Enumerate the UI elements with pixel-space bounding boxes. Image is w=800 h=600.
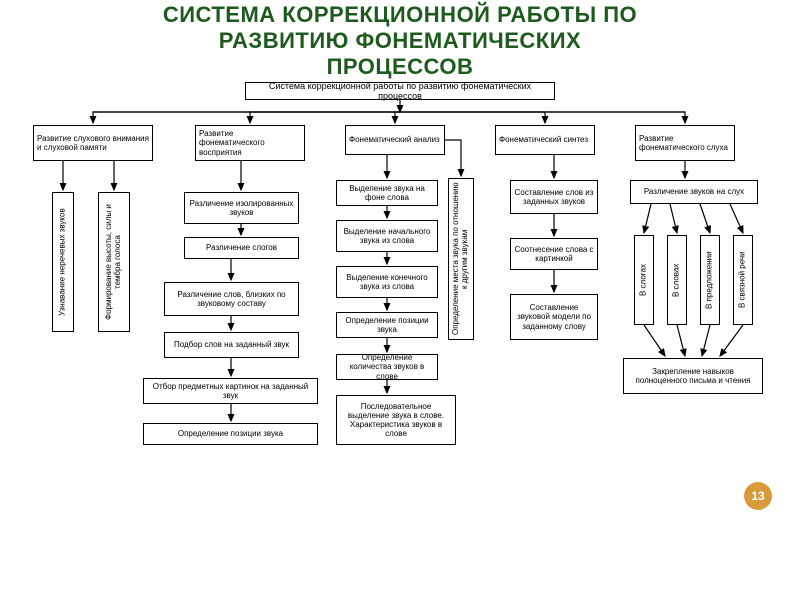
col2-item-f: Определение позиции звука (143, 423, 318, 445)
col2-item-e: Отбор предметных картинок на заданный зв… (143, 378, 318, 404)
col2-header: Развитие фонематического восприятия (195, 125, 305, 161)
col5-header: Развитие фонематического слуха (635, 125, 735, 161)
title-l3: ПРОЦЕССОВ (40, 54, 760, 80)
col3-item-f: Последовательное выделение звука в слове… (336, 395, 456, 445)
col5-item-e: В связной речи (733, 235, 753, 325)
title-l1: СИСТЕМА КОРРЕКЦИОННОЙ РАБОТЫ ПО (40, 2, 760, 28)
slide-title: СИСТЕМА КОРРЕКЦИОННОЙ РАБОТЫ ПО РАЗВИТИЮ… (0, 0, 800, 84)
root-box: Система коррекционной работы по развитию… (245, 82, 555, 100)
col3-item-b: Выделение начального звука из слова (336, 220, 438, 252)
col4-header: Фонематический синтез (495, 125, 595, 155)
title-l2: РАЗВИТИЮ ФОНЕМАТИЧЕСКИХ (40, 28, 760, 54)
col1-header: Развитие слухового внимания и слуховой п… (33, 125, 153, 161)
col1-item-a: Узнавание неречевых звуков (52, 192, 74, 332)
col2-item-a: Различение изолированных звуков (184, 192, 299, 224)
col4-item-c: Составление звуковой модели по заданному… (510, 294, 598, 340)
col5-item-b: В слогах (634, 235, 654, 325)
col5-item-d: В предложении (700, 235, 720, 325)
col2-item-c: Различение слов, близких по звуковому со… (164, 282, 299, 316)
col3-item-c: Выделение конечного звука из слова (336, 266, 438, 298)
page-number-badge: 13 (744, 482, 772, 510)
col1-item-b: Формирование высоты, силы и тембра голос… (98, 192, 130, 332)
col5-item-a: Различение звуков на слух (630, 180, 758, 204)
col4-item-a: Составление слов из заданных звуков (510, 180, 598, 214)
col3-item-a: Выделение звука на фоне слова (336, 180, 438, 206)
col2-item-b: Различение слогов (184, 237, 299, 259)
col4-item-b: Соотнесение слова с картинкой (510, 238, 598, 270)
col3-vertical: Определение места звука по отношению к д… (448, 178, 474, 340)
col2-item-d: Подбор слов на заданный звук (164, 332, 299, 358)
col5-item-f: Закрепление навыков полноценного письма … (623, 358, 763, 394)
col5-item-c: В словах (667, 235, 687, 325)
col3-header: Фонематический анализ (345, 125, 445, 155)
col3-item-d: Определение позиции звука (336, 312, 438, 338)
col3-item-e: Определение количества звуков в слове (336, 354, 438, 380)
